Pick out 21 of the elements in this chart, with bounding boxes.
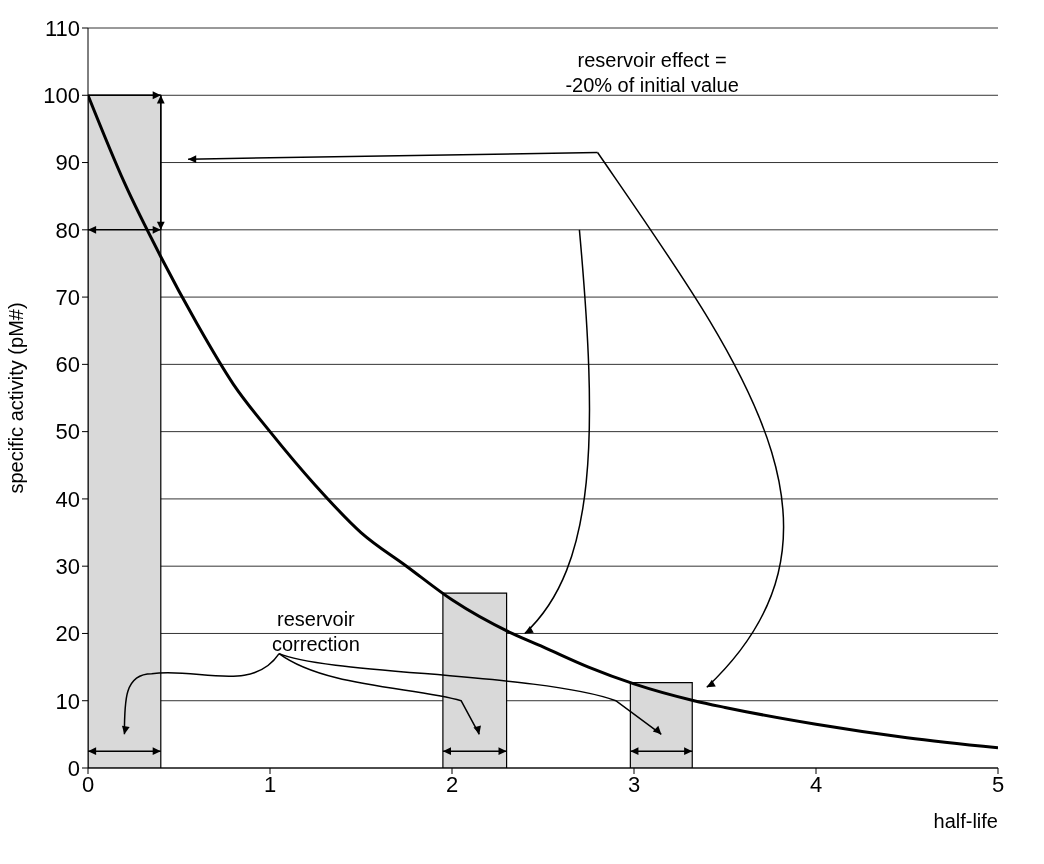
y-tick-label: 30 bbox=[55, 553, 80, 579]
annotation: reservoir effect = -20% of initial value bbox=[564, 48, 740, 99]
x-tick-label: 1 bbox=[263, 771, 277, 797]
y-tick-label: 50 bbox=[55, 419, 80, 445]
x-tick-label: 2 bbox=[445, 771, 459, 797]
x-tick-label: 3 bbox=[627, 771, 641, 797]
y-tick-label: 90 bbox=[55, 150, 80, 176]
y-tick-label: 110 bbox=[44, 15, 80, 41]
y-tick-label: 60 bbox=[55, 352, 80, 378]
x-tick-label: 5 bbox=[991, 771, 1005, 797]
y-tick-label: 40 bbox=[55, 486, 80, 512]
x-axis-title: half-life bbox=[933, 810, 998, 832]
y-tick-label: 20 bbox=[55, 621, 80, 647]
y-tick-label: 10 bbox=[55, 688, 80, 714]
y-tick-label: 70 bbox=[55, 284, 80, 310]
y-tick-label: 100 bbox=[43, 83, 80, 109]
annotation: reservoir correction bbox=[271, 606, 361, 657]
y-tick-label: 0 bbox=[67, 755, 80, 781]
y-tick-label: 80 bbox=[55, 217, 80, 243]
y-axis-title: specific activity (pM#) bbox=[5, 302, 28, 494]
x-tick-label: 4 bbox=[809, 771, 823, 797]
